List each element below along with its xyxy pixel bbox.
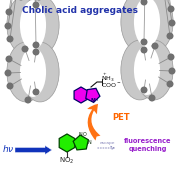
Circle shape <box>33 88 40 95</box>
Text: PET: PET <box>112 114 130 122</box>
Text: COO$^-$: COO$^-$ <box>101 81 121 89</box>
Circle shape <box>168 53 175 60</box>
Circle shape <box>168 5 175 12</box>
Text: O: O <box>83 132 87 136</box>
Text: NO$_2$: NO$_2$ <box>59 156 75 166</box>
Circle shape <box>149 94 156 101</box>
Ellipse shape <box>7 42 45 102</box>
Circle shape <box>6 83 13 90</box>
Text: Cholic acid aggregates: Cholic acid aggregates <box>22 6 138 15</box>
Text: H: H <box>95 98 98 102</box>
Ellipse shape <box>135 0 173 52</box>
Ellipse shape <box>21 0 59 55</box>
Circle shape <box>6 9 13 15</box>
Text: escape: escape <box>99 141 115 145</box>
Circle shape <box>141 39 147 46</box>
Circle shape <box>33 2 40 9</box>
Circle shape <box>168 19 175 26</box>
Circle shape <box>141 0 147 5</box>
Text: $\mathregular{\overset{+}{N}H_3}$: $\mathregular{\overset{+}{N}H_3}$ <box>101 72 115 84</box>
Circle shape <box>4 22 11 29</box>
Circle shape <box>141 87 147 94</box>
Ellipse shape <box>121 0 159 52</box>
Polygon shape <box>59 134 75 152</box>
Circle shape <box>6 36 13 43</box>
Text: N: N <box>91 98 95 102</box>
Ellipse shape <box>20 47 46 97</box>
Circle shape <box>6 56 13 63</box>
Ellipse shape <box>20 0 46 50</box>
Circle shape <box>35 0 42 1</box>
Circle shape <box>18 0 25 1</box>
Polygon shape <box>86 88 100 102</box>
Circle shape <box>21 46 28 53</box>
Circle shape <box>141 46 147 53</box>
Circle shape <box>168 67 175 74</box>
Text: h$\nu$: h$\nu$ <box>2 143 14 153</box>
Polygon shape <box>74 87 88 103</box>
FancyArrowPatch shape <box>87 104 100 140</box>
Polygon shape <box>73 135 88 150</box>
Ellipse shape <box>121 40 159 100</box>
Circle shape <box>25 97 32 104</box>
Ellipse shape <box>21 42 59 102</box>
Circle shape <box>4 70 11 77</box>
Text: N: N <box>78 132 82 136</box>
Circle shape <box>166 81 173 88</box>
Text: N: N <box>87 139 91 145</box>
Circle shape <box>33 49 40 56</box>
Ellipse shape <box>135 40 173 100</box>
Ellipse shape <box>7 0 45 55</box>
Circle shape <box>166 33 173 40</box>
FancyArrow shape <box>15 146 52 154</box>
Text: fluorescence
quenching: fluorescence quenching <box>124 138 172 152</box>
Ellipse shape <box>134 0 160 47</box>
Circle shape <box>33 42 40 49</box>
Circle shape <box>151 43 158 50</box>
Ellipse shape <box>134 45 160 95</box>
